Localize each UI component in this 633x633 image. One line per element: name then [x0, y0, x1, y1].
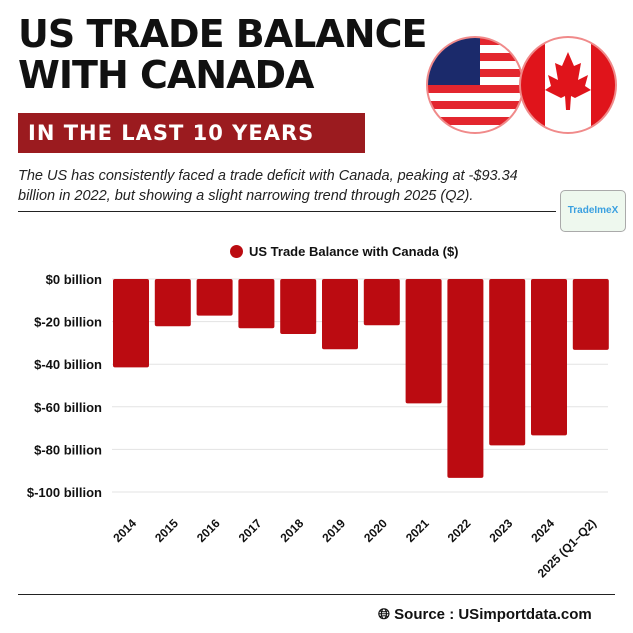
subtitle-banner: IN THE LAST 10 YEARS	[18, 113, 365, 153]
title-line-1: US TRADE BALANCE	[18, 12, 427, 56]
bar-2015	[154, 279, 191, 327]
bar-2019	[322, 279, 358, 350]
y-tick-label: $-60 billion	[34, 400, 102, 415]
legend: US Trade Balance with Canada ($)	[230, 244, 459, 259]
divider	[18, 211, 556, 212]
bar-2022	[447, 279, 484, 478]
bar-2021	[405, 279, 442, 404]
bar-chart: $0 billion $-20 billion $-40 billion $-60 b…	[27, 272, 609, 580]
x-tick-label: 2024	[528, 516, 557, 545]
y-tick-label: $-80 billion	[34, 442, 102, 457]
x-tick-label: 2019	[319, 516, 348, 545]
y-tick-label: $-100 billion	[27, 485, 102, 500]
y-tick-label: $-40 billion	[34, 357, 102, 372]
title-line-2: WITH CANADA	[18, 53, 314, 97]
bar-2016	[196, 279, 233, 316]
x-tick-label: 2020	[361, 516, 390, 545]
x-tick-label: 2018	[278, 516, 307, 545]
bar-2023	[489, 279, 526, 446]
bar-2025	[572, 279, 609, 350]
x-tick-label: 2017	[236, 516, 265, 545]
bar-2018	[280, 279, 317, 334]
globe-icon: 🌐︎	[378, 606, 395, 623]
description: The US has consistently faced a trade de…	[18, 168, 518, 204]
source-text: Source : USimportdata.com	[394, 606, 592, 623]
x-tick-label: 2022	[445, 516, 474, 545]
x-tick-label: 2016	[194, 516, 223, 545]
x-tick-label: 2021	[403, 516, 432, 545]
tradeimex-logo: TradeImeX	[560, 190, 626, 232]
bar-2024	[531, 279, 567, 436]
bar-2017	[238, 279, 275, 329]
flags-icon	[426, 36, 617, 134]
footer-divider	[18, 594, 615, 595]
y-tick-label: $0 billion	[46, 272, 102, 287]
y-tick-label: $-20 billion	[34, 315, 102, 330]
page-title: US TRADE BALANCE WITH CANADA	[18, 12, 427, 97]
x-tick-label: 2014	[110, 516, 139, 545]
source: 🌐︎ Source : USimportdata.com	[378, 606, 592, 623]
bar-2020	[363, 279, 400, 326]
bar-2014	[113, 279, 149, 368]
us-flag-icon	[427, 37, 523, 133]
legend-swatch	[230, 245, 243, 258]
x-tick-label: 2015	[152, 516, 181, 545]
legend-label: US Trade Balance with Canada ($)	[249, 244, 459, 259]
x-tick-label: 2023	[487, 516, 516, 545]
